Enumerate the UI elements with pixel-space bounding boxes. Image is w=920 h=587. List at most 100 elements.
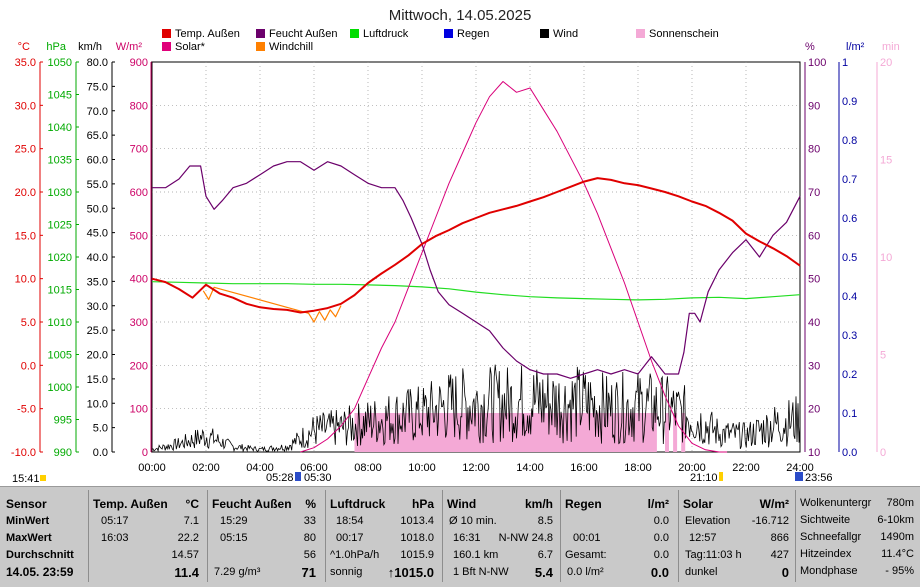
left-axis-tick: 300: [130, 317, 148, 329]
chart-title: Mittwoch, 14.05.2025: [389, 7, 532, 24]
right-axis-tick: 0.3: [842, 330, 857, 342]
left-axis-tick: 0.0: [21, 360, 36, 372]
wind-section: Wind km/h Ø 10 min. 8.5 16:31 N-NW 24.8 …: [447, 493, 555, 583]
right-axis-label: l/m²: [846, 41, 865, 53]
wind-run-value: 6.7: [537, 549, 553, 561]
legend-label: Sonnenschein: [649, 28, 719, 40]
sunrise-label: 05:28: [266, 472, 294, 484]
temperature-series-line: [151, 177, 801, 314]
left-axis-tick: 35.0: [15, 57, 36, 69]
right-axis-label: min: [882, 41, 900, 53]
legend-swatch: [350, 29, 359, 38]
wind-current-value: 5.4: [534, 565, 553, 580]
humidity-section: Feucht Außen % 15:29 33 05:15 80 56 7.29…: [212, 493, 322, 583]
right-axis-tick: 90: [808, 100, 820, 112]
wind-run: 160.1 km: [453, 549, 499, 561]
right-axis-tick: 0.8: [842, 135, 857, 147]
humidity-header: Feucht Außen: [212, 497, 292, 511]
sunshine-bar: [354, 413, 657, 452]
pressure-max-value: 1018.0: [400, 532, 434, 544]
left-axis-tick: 10.0: [87, 398, 108, 410]
left-axis-tick: 100: [130, 404, 148, 416]
heat-index-label: Hitzeindex: [800, 548, 852, 560]
date-label: 14.05. 23:59: [6, 565, 74, 579]
left-axis-tick: 990: [54, 447, 72, 459]
legend-swatch: [636, 29, 645, 38]
wind-avg-label: Ø 10 min.: [449, 515, 497, 527]
moon-phase-value: - 95%: [885, 565, 914, 577]
legend-swatch: [444, 29, 453, 38]
left-axis-tick: 1020: [48, 252, 72, 264]
left-axis-tick: 0: [142, 447, 148, 459]
solar-day-length: Tag:11:03 h: [685, 549, 742, 561]
x-axis-tick: 22:00: [732, 462, 760, 474]
rain-section: Regen l/m² 0.0 00:01 0.0 Gesamt: 0.0 0.0…: [565, 493, 673, 583]
avg-label: Durchschnitt: [6, 549, 74, 561]
temp-max-time: 16:03: [101, 532, 129, 544]
pressure-trend: ^1.0hPa/h: [330, 549, 380, 561]
right-axis-tick: 30: [808, 360, 820, 372]
left-axis-tick: 25.0: [15, 144, 36, 156]
left-axis-tick: 80.0: [87, 57, 108, 69]
temp-min-time: 05:17: [101, 515, 129, 527]
x-axis-tick: 20:00: [678, 462, 706, 474]
temp-current-value: 11.4: [174, 565, 199, 580]
left-axis-tick: 10.0: [15, 274, 36, 286]
humidity-unit: %: [305, 497, 316, 511]
humidity-current-value: 71: [301, 565, 316, 580]
legend-label: Temp. Außen: [175, 28, 240, 40]
right-axis-tick: 0.2: [842, 369, 857, 381]
extra-section: Wolkenuntergr 780m Sichtweite 6-10km Sch…: [800, 491, 916, 581]
x-axis-tick: 08:00: [354, 462, 382, 474]
right-axis-label: %: [805, 41, 815, 53]
left-axis-tick: 70.0: [87, 106, 108, 118]
cloud-base-label: Wolkenuntergr: [800, 497, 872, 509]
left-axis-tick: 40.0: [87, 252, 108, 264]
legend-label: Feucht Außen: [269, 28, 338, 40]
humidity-absolute: 7.29 g/m³: [214, 566, 261, 578]
rain-rate: 0.0 l/m²: [567, 566, 604, 578]
rain-current-value: 0.0: [650, 565, 669, 580]
right-axis-tick: 40: [808, 317, 820, 329]
solar-elevation-label: Elevation: [685, 515, 731, 527]
right-axis-tick: 15: [880, 155, 892, 167]
sunshine-bar: [673, 413, 678, 452]
sunset-marker: [719, 472, 723, 481]
left-axis-label: °C: [18, 41, 30, 53]
humidity-max-value: 80: [303, 532, 316, 544]
left-axes: °C 35.0 30.0 25.0 20.0 15.0 10.0 5.0 0.0 -5.0 -10.…: [11, 41, 154, 459]
right-axis-tick: 20: [808, 404, 820, 416]
left-axis-tick: 1045: [48, 90, 72, 102]
wind-gust-time: 16:31: [453, 532, 481, 544]
pressure-header: Luftdruck: [330, 497, 386, 511]
legend-swatch: [540, 29, 549, 38]
legend-label: Wind: [553, 28, 578, 40]
day-start-marker: [40, 475, 46, 481]
right-axis-tick: 5: [880, 350, 886, 362]
rain-total-value: 0.0: [653, 549, 669, 561]
left-axis-tick: 15.0: [87, 374, 108, 386]
right-axis-tick: 80: [808, 144, 820, 156]
plot-grid: [152, 62, 800, 452]
left-axis-tick: 5.0: [21, 317, 36, 329]
left-axis-tick: 65.0: [87, 130, 108, 142]
separator: [88, 490, 89, 582]
chart-legend: Temp. Außen Feucht Außen Luftdruck Regen Win…: [162, 28, 719, 53]
left-axis-tick: -10.0: [11, 447, 36, 459]
left-axis-label: km/h: [78, 41, 102, 53]
solar-max-value: 866: [770, 532, 789, 544]
wind-avg-value: 8.5: [537, 515, 553, 527]
solar-header: Solar: [683, 497, 714, 511]
visibility-value: 6-10km: [877, 514, 914, 526]
left-axis-tick: 1000: [48, 382, 72, 394]
legend-label: Regen: [457, 28, 489, 40]
left-axis-tick: -5.0: [17, 404, 36, 416]
sunshine-bar: [665, 413, 669, 452]
left-axis-tick: 60.0: [87, 155, 108, 167]
humidity-min-time: 15:29: [220, 515, 248, 527]
left-axis-tick: 20.0: [15, 187, 36, 199]
rain-row1-value: 0.0: [653, 515, 669, 527]
plot-area: [151, 61, 801, 453]
legend-swatch: [162, 29, 171, 38]
humidity-min-value: 33: [303, 515, 316, 527]
